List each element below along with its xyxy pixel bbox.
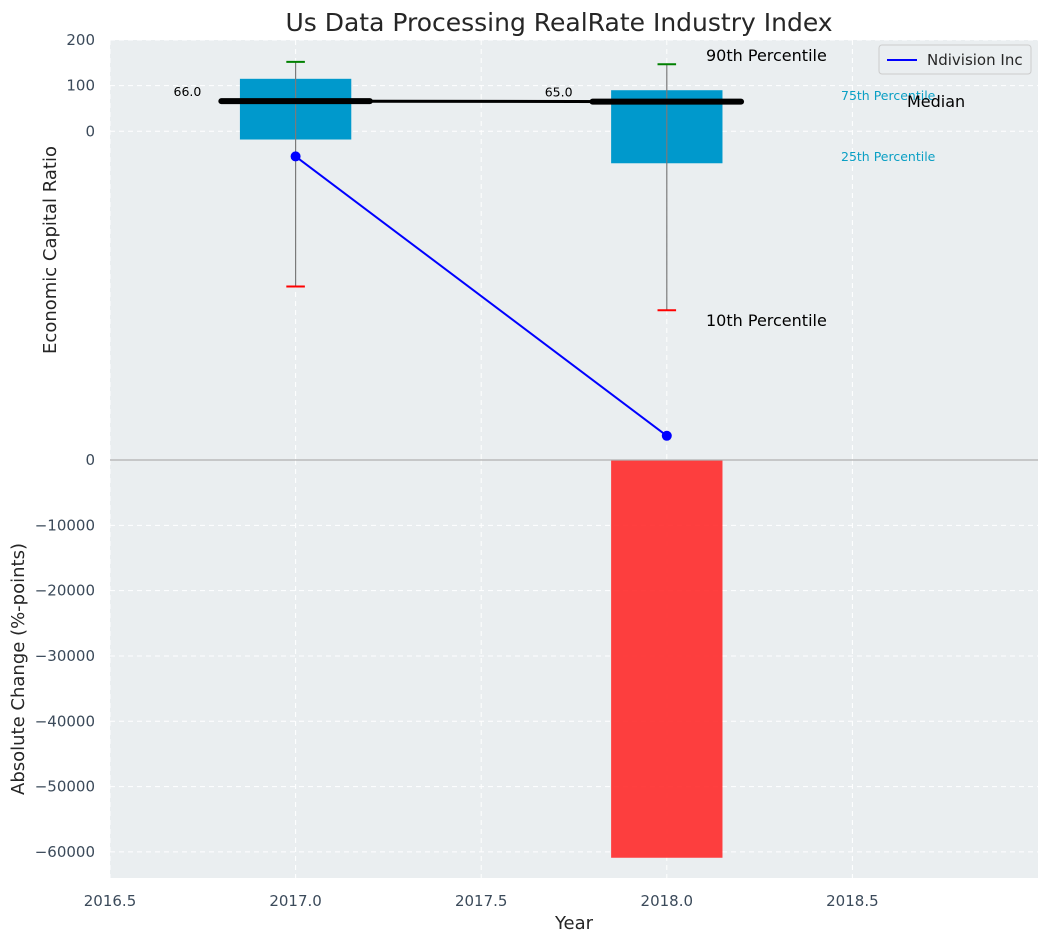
series-point [290,151,301,162]
y-tick-label: 100 [66,77,95,95]
y-tick-label: 0 [85,451,95,469]
x-axis-label: Year [554,913,594,934]
top-y-ticks: 200 100 0 [66,31,95,140]
annotation-median: Median [907,92,965,111]
series-lines [290,151,672,441]
y-tick-label: −50000 [35,778,95,796]
median-value-label: 66.0 [174,84,202,99]
annotation-p90: 90th Percentile [706,46,827,65]
bottom-plot-background [110,460,1038,878]
y-tick-label: −20000 [35,582,95,600]
bottom-y-axis-label: Absolute Change (%-points) [8,543,29,795]
median-value-label: 65.0 [545,85,573,100]
bottom-y-ticks: 0 −10000 −20000 −30000 −40000 −50000 −60000 [35,451,95,861]
change-bar [611,460,723,858]
x-tick-label: 2018.0 [641,892,694,910]
x-tick-label: 2017.5 [455,892,508,910]
legend-box [878,44,1032,75]
bottom-gridlines [109,459,1038,878]
annotation-p10: 10th Percentile [706,311,827,330]
bottom-panel: 0 −10000 −20000 −30000 −40000 −50000 −60000 Ab… [8,451,1038,878]
x-tick-label: 2017.0 [269,892,322,910]
top-y-axis-label: Economic Capital Ratio [40,146,61,354]
box-plots: 66.0 65.0 [174,60,745,312]
y-tick-label: 0 [85,122,95,140]
chart-title: Us Data Processing RealRate Industry Ind… [285,8,832,37]
legend-label: Ndivision Inc [927,51,1023,69]
annotation-p75: 75th Percentile [841,88,936,103]
bars [611,460,723,858]
series-line [294,155,668,437]
percentile-annotations: 90th Percentile 75th Percentile Median 2… [706,46,965,330]
series-point [661,430,672,441]
y-tick-label: −10000 [35,516,95,534]
top-panel: 200 100 0 66.0 65.0 90th Percentile 75th Pe… [40,31,1038,460]
legend[interactable]: Ndivision Inc [878,44,1032,75]
y-tick-label: −40000 [35,712,95,730]
y-tick-label: −30000 [35,647,95,665]
annotation-p25: 25th Percentile [841,149,936,164]
x-tick-label: 2016.5 [84,892,137,910]
x-ticks: 2016.5 2017.0 2017.5 2018.0 2018.5 [84,892,879,910]
y-tick-label: −60000 [35,843,95,861]
y-tick-label: 200 [66,31,95,49]
x-tick-label: 2018.5 [826,892,879,910]
